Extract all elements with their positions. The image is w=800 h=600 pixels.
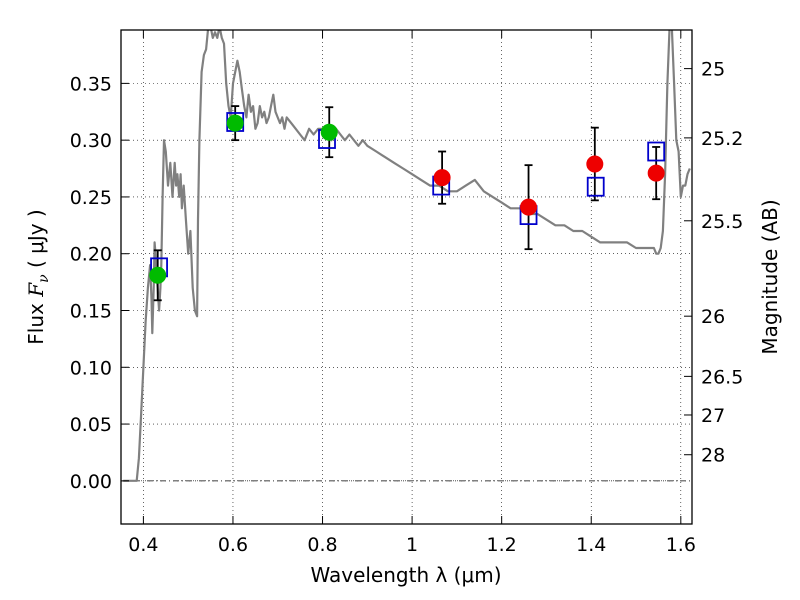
y-axis-label-subscript: ν (36, 274, 52, 283)
y-tick-label: 0.35 (70, 73, 112, 95)
y2-tick-label: 26 (701, 306, 725, 328)
axis-ticks: 0.4 0.6 0.8 1 1.2 1.4 1.6 0.00 0.05 0.10 0.15 0.20 0… (70, 30, 743, 556)
y-axis-label-prefix: Flux (24, 297, 48, 345)
y-tick-label: 0.20 (70, 244, 112, 266)
y-tick-label: 0.15 (70, 301, 112, 323)
y-tick-label: 0.10 (70, 357, 112, 379)
y2-tick-label: 25.5 (701, 211, 743, 233)
y-axis-label-suffix: ( μJy ) (24, 209, 48, 274)
model-photometry-square (586, 176, 605, 197)
model-spectrum-line (123, 30, 691, 482)
x-tick-label: 0.4 (128, 534, 158, 556)
plot-frame (120, 29, 693, 525)
observed-point-red (520, 198, 538, 216)
x-tick-label: 1.4 (576, 534, 606, 556)
y2-axis-label: Magnitude (AB) (758, 199, 782, 354)
model-photometry-square (647, 141, 666, 162)
x-tick-label: 0.6 (218, 534, 248, 556)
observed-point-green (226, 114, 244, 132)
observed-point-red (647, 164, 665, 182)
y-axis-label: Flux Fν ( μJy ) (24, 209, 52, 344)
y2-tick-label: 26.5 (701, 366, 743, 388)
markers-group (149, 112, 666, 284)
errorbars-group (153, 105, 661, 302)
observed-point-red (433, 169, 451, 187)
y2-tick-label: 28 (701, 445, 725, 467)
grid (121, 30, 692, 524)
y2-tick-label: 27 (701, 405, 725, 427)
x-axis-label: Wavelength λ (μm) (310, 563, 501, 587)
y2-tick-label: 25 (701, 59, 725, 81)
x-tick-label: 0.8 (307, 534, 337, 556)
y-tick-label: 0.30 (70, 130, 112, 152)
y2-tick-label: 25.2 (701, 128, 743, 150)
y-tick-label: 0.05 (70, 414, 112, 436)
observed-point-green (320, 123, 338, 141)
observed-point-green (149, 266, 167, 284)
x-tick-label: 1.2 (487, 534, 517, 556)
y-axis-label-symbol: F (24, 282, 48, 298)
y-tick-label: 0.00 (70, 471, 112, 493)
observed-point-red (586, 155, 604, 173)
y-tick-label: 0.25 (70, 187, 112, 209)
x-tick-label: 1 (406, 534, 418, 556)
x-tick-label: 1.6 (666, 534, 696, 556)
model-spectrum-group (123, 30, 691, 482)
